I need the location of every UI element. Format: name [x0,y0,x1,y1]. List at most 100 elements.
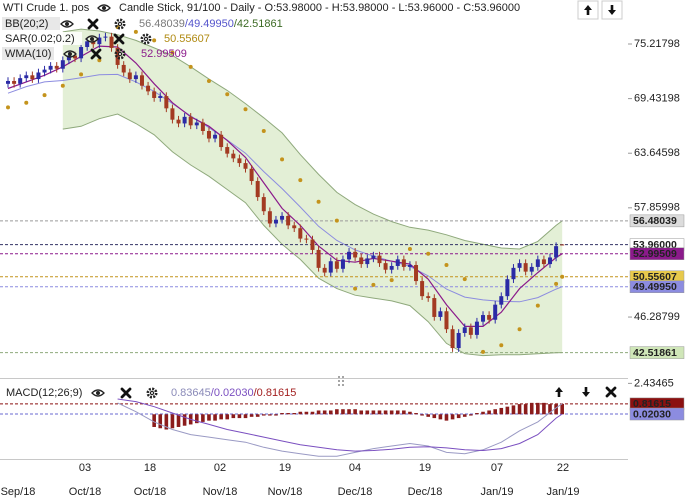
sar-dot [152,38,157,43]
settings-icon[interactable] [140,33,152,45]
candle-body [72,55,77,59]
macd-histogram-bar [383,410,388,415]
macd-histogram-bar [487,410,491,415]
candle-body [91,41,96,45]
label-bg [2,32,82,45]
macd-histogram-bar [377,410,382,415]
candle-body [249,168,254,182]
macd-histogram-bar [182,414,187,426]
candle-body [219,134,224,148]
x-tick-label-day: 07 [491,462,503,474]
candle-body [420,281,425,297]
indicator-name: WMA(10) [5,48,51,60]
candle-body [280,215,285,220]
x-tick-label-month: Jan/19 [480,486,513,498]
macd-histogram-bar [548,404,552,415]
candle-body [60,60,65,69]
candle-body [359,257,364,265]
drag-handle[interactable] [338,376,344,386]
candle-body [103,36,108,38]
level-label: 42.51861 [633,347,677,359]
macd-line [117,402,563,457]
sar-dot [535,303,540,308]
candle-body [310,239,315,250]
up-icon[interactable] [555,387,563,397]
axes: 75.21798 69.43198 63.64598 57.85998 46.28799… [0,38,685,498]
candle-body [231,153,236,159]
x-tick-label-day: 18 [144,462,156,474]
candle-body [164,96,169,109]
sar-dot [79,72,84,77]
bollinger-middle [7,73,563,303]
macd-histogram-bar [554,404,558,415]
sar-dot [42,93,47,98]
remove-icon[interactable] [605,386,617,398]
remove-icon[interactable] [87,18,99,30]
macd-histogram-bar [219,414,223,420]
x-tick-label-day: 19 [419,462,431,474]
candle-body [347,251,352,260]
candle-body [432,298,437,317]
sar-dot [280,157,285,162]
wma-line [7,45,563,327]
candle-body [18,78,23,84]
candle-body [468,327,473,335]
remove-icon[interactable] [120,387,132,399]
candle-body [322,267,327,273]
candle-body [493,304,498,320]
macd-histogram-bar [347,409,351,415]
macd-histogram-bar [231,414,236,419]
macd-histogram-bar [194,414,199,424]
x-tick-label-day: 04 [349,462,361,474]
macd-histogram-bar [542,402,546,415]
indicator-value: 50.55607 [164,33,210,45]
macd-histogram-bar [499,407,504,415]
sar-dot [206,78,211,83]
candle-body [499,296,504,305]
macd-histogram-bar [469,414,473,416]
macd-histogram-bar [456,414,461,419]
macd-histogram-bar [176,414,181,427]
candle-body [109,36,114,48]
y-tick-label: 46.28799 [634,311,680,323]
macd-histogram-bar [426,414,431,417]
macd-histogram-bar [304,411,309,415]
candle-body [79,47,84,59]
macd-histogram-bar [389,410,394,415]
candle-body [261,197,266,212]
macd-histogram-bar [170,414,175,429]
y-tick-label: 2.43465 [634,377,674,389]
visibility-icon[interactable] [91,389,105,397]
candle-body [462,327,467,333]
candle-body [438,311,443,317]
level-label: 0.02030 [633,408,671,420]
sar-dot [444,263,449,268]
candle-body [456,332,461,349]
macd-histogram-bar [560,403,564,415]
candle-body [237,158,242,164]
x-tick-label-day: 22 [557,462,569,474]
level-label: 52.99509 [633,248,677,260]
macd-histogram-bar [310,411,315,415]
visibility-icon[interactable] [60,20,74,28]
candle-body [121,64,126,73]
indicator-value: 0.83645 [171,387,211,399]
x-tick-label-month: Nov/18 [203,486,238,498]
candle-body [225,147,230,154]
macd-signal-line [117,398,563,452]
candle-body [444,311,449,330]
candle-body [481,315,486,322]
level-label-bg [629,247,685,260]
macd-histogram-bar [517,404,522,415]
down-icon[interactable] [582,387,590,397]
macd-histogram-bar [243,414,248,419]
macd-histogram-bar [158,414,163,429]
sar-dot [499,343,504,348]
level-label: 49.49950 [633,281,677,293]
macd-histogram-bar [438,414,443,420]
settings-icon[interactable] [146,387,158,399]
level-label: 56.48039 [633,215,677,227]
candle-body [115,47,120,65]
sar-dot [298,178,303,183]
indicator-value: 56.48039 [139,18,185,30]
